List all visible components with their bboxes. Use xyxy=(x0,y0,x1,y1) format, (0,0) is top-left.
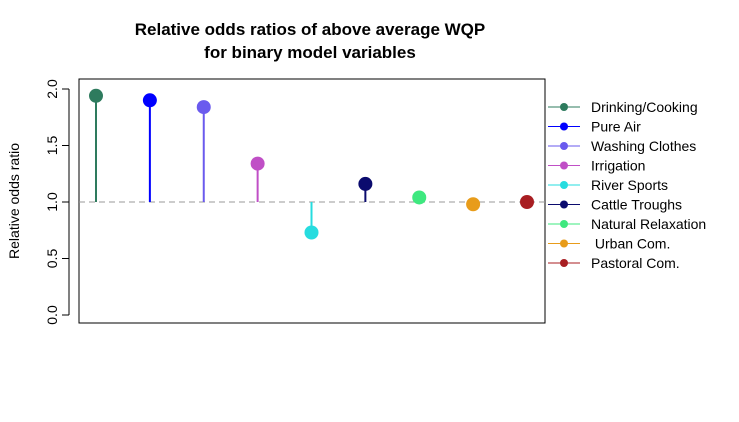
legend-marker xyxy=(560,181,568,189)
legend-marker xyxy=(560,122,568,131)
y-axis-label: Relative odds ratio xyxy=(6,143,22,259)
legend-marker xyxy=(560,142,568,150)
lollipop-point xyxy=(196,100,211,115)
legend-label: Urban Com. xyxy=(591,236,670,252)
legend-label: Pastoral Com. xyxy=(591,255,680,271)
lollipop-point xyxy=(520,195,534,209)
data-marks xyxy=(89,88,534,240)
legend-marker xyxy=(560,239,568,248)
legend-label: Pure Air xyxy=(591,119,641,135)
lollipop-point xyxy=(142,93,157,108)
legend-label: Cattle Troughs xyxy=(591,197,682,213)
legend-marker xyxy=(560,259,568,267)
y-tick-label: 0.0 xyxy=(44,305,60,325)
lollipop-point xyxy=(466,197,481,212)
legend-marker xyxy=(560,103,568,111)
lollipop-point xyxy=(358,176,373,191)
legend-marker xyxy=(560,220,568,228)
lollipop-point xyxy=(304,225,319,240)
legend-label: Drinking/Cooking xyxy=(591,99,698,115)
y-tick-label: 0.5 xyxy=(44,249,60,269)
legend-marker xyxy=(560,200,568,209)
legend-label: Natural Relaxation xyxy=(591,216,706,232)
lollipop-point xyxy=(250,156,265,171)
legend: Drinking/Cooking Pure Air Washing Clothes I… xyxy=(548,99,706,271)
lollipop-point xyxy=(412,190,427,205)
legend-label: River Sports xyxy=(591,177,668,193)
legend-marker xyxy=(560,161,568,170)
chart-title-line-1: Relative odds ratios of above average WQ… xyxy=(135,20,486,39)
legend-label: Washing Clothes xyxy=(591,138,696,154)
y-axis: 0.0 0.5 1.0 1.5 2.0 xyxy=(44,79,70,325)
y-tick-label: 1.5 xyxy=(44,136,60,156)
y-tick-label: 1.0 xyxy=(44,192,60,212)
chart-title-line-2: for binary model variables xyxy=(204,43,416,62)
y-tick-label: 2.0 xyxy=(44,79,60,99)
legend-label: Irrigation xyxy=(591,158,645,174)
plot-frame xyxy=(78,78,546,324)
lollipop-point xyxy=(89,88,103,103)
